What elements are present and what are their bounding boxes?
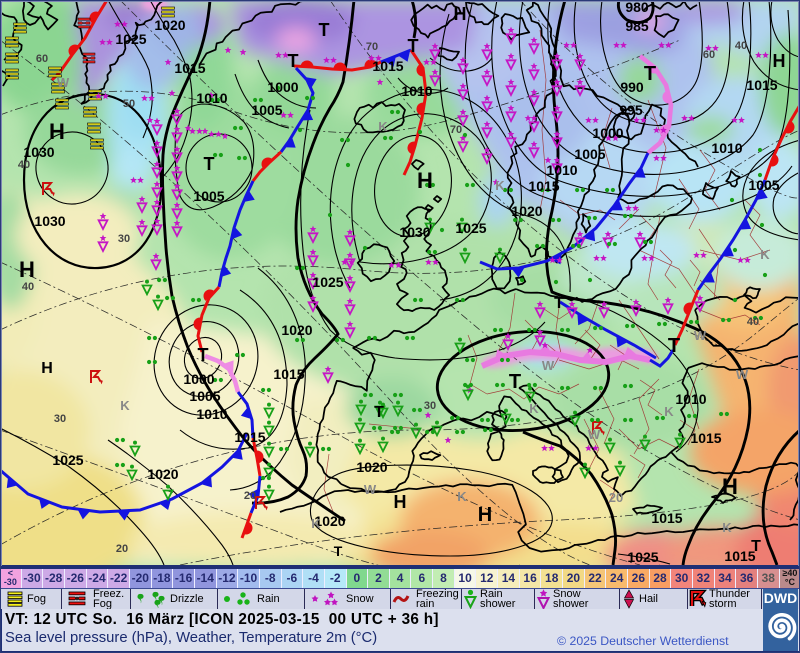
svg-text:30: 30 <box>118 233 130 245</box>
svg-text:W: W <box>588 427 601 442</box>
svg-text:1010: 1010 <box>196 90 227 106</box>
svg-text:1005: 1005 <box>748 177 779 193</box>
svg-text:T: T <box>644 63 656 85</box>
svg-text:1025: 1025 <box>455 220 486 236</box>
svg-text:K: K <box>495 178 505 193</box>
svg-text:1015: 1015 <box>372 58 403 74</box>
svg-text:1020: 1020 <box>314 513 345 529</box>
svg-text:1015: 1015 <box>690 430 721 446</box>
svg-text:1020: 1020 <box>356 459 387 475</box>
svg-text:T: T <box>668 335 680 357</box>
svg-text:T: T <box>751 538 761 555</box>
svg-text:30: 30 <box>54 413 66 425</box>
svg-text:1005: 1005 <box>251 102 282 118</box>
svg-text:T: T <box>288 51 299 71</box>
svg-text:985: 985 <box>625 18 649 34</box>
svg-text:H: H <box>394 492 407 512</box>
svg-text:20: 20 <box>116 543 128 555</box>
svg-text:K: K <box>311 516 321 531</box>
svg-text:W: W <box>364 482 377 497</box>
svg-text:20: 20 <box>244 490 256 502</box>
svg-text:1020: 1020 <box>511 203 542 219</box>
svg-text:H: H <box>19 257 35 282</box>
svg-text:990: 990 <box>620 79 644 95</box>
svg-text:30: 30 <box>424 400 436 412</box>
svg-text:1015: 1015 <box>528 178 559 194</box>
svg-text:50: 50 <box>123 98 135 110</box>
svg-text:1025: 1025 <box>52 452 83 468</box>
svg-text:40: 40 <box>18 159 30 171</box>
svg-text:60: 60 <box>703 49 715 61</box>
svg-text:K: K <box>120 398 130 413</box>
svg-text:H: H <box>417 168 433 193</box>
svg-text:T: T <box>198 345 209 365</box>
svg-text:T: T <box>374 404 384 421</box>
svg-text:1030: 1030 <box>399 224 430 240</box>
svg-text:1000: 1000 <box>267 79 298 95</box>
svg-text:40: 40 <box>747 316 759 328</box>
svg-text:1030: 1030 <box>23 144 54 160</box>
svg-text:1030: 1030 <box>34 213 65 229</box>
svg-text:K: K <box>722 520 732 535</box>
svg-text:1025: 1025 <box>312 274 343 290</box>
svg-text:1020: 1020 <box>154 17 185 33</box>
svg-text:H: H <box>454 4 467 24</box>
svg-text:1005: 1005 <box>189 388 220 404</box>
svg-text:60: 60 <box>36 53 48 65</box>
svg-text:K: K <box>529 401 539 416</box>
svg-text:K: K <box>664 404 674 419</box>
svg-text:1015: 1015 <box>724 548 755 564</box>
svg-text:40: 40 <box>735 40 747 52</box>
svg-text:H: H <box>773 51 786 71</box>
svg-text:20: 20 <box>609 490 623 505</box>
svg-text:T: T <box>334 543 343 559</box>
svg-text:W: W <box>736 367 749 382</box>
svg-text:H: H <box>49 119 65 144</box>
svg-text:1010: 1010 <box>196 406 227 422</box>
svg-text:K: K <box>457 489 467 504</box>
svg-text:1010: 1010 <box>675 391 706 407</box>
svg-text:W: W <box>694 328 707 343</box>
svg-text:T: T <box>554 295 564 312</box>
svg-text:1020: 1020 <box>147 466 178 482</box>
svg-text:40: 40 <box>22 281 34 293</box>
svg-text:T: T <box>204 154 215 174</box>
svg-text:1025: 1025 <box>627 549 658 565</box>
svg-text:1010: 1010 <box>711 140 742 156</box>
svg-text:W: W <box>542 358 555 373</box>
svg-text:1015: 1015 <box>746 77 777 93</box>
svg-text:1015: 1015 <box>174 60 205 76</box>
svg-text:1015: 1015 <box>234 429 265 445</box>
svg-text:1015: 1015 <box>273 366 304 382</box>
svg-text:K: K <box>760 247 770 262</box>
svg-text:W: W <box>57 75 70 90</box>
svg-text:H: H <box>722 474 738 499</box>
svg-text:T: T <box>408 36 419 56</box>
svg-text:980: 980 <box>625 0 649 15</box>
svg-text:1005: 1005 <box>574 146 605 162</box>
svg-text:995: 995 <box>619 102 643 118</box>
svg-text:1000: 1000 <box>183 371 214 387</box>
svg-text:H: H <box>41 360 53 377</box>
svg-text:1005: 1005 <box>193 188 224 204</box>
svg-text:70: 70 <box>366 41 378 53</box>
svg-text:1010: 1010 <box>401 83 432 99</box>
svg-text:T: T <box>509 371 521 393</box>
svg-text:1015: 1015 <box>651 510 682 526</box>
svg-text:1010: 1010 <box>546 162 577 178</box>
svg-text:T: T <box>319 20 330 40</box>
svg-text:1000: 1000 <box>592 125 623 141</box>
svg-text:1020: 1020 <box>281 322 312 338</box>
svg-text:70: 70 <box>450 124 462 136</box>
svg-text:1025: 1025 <box>115 31 146 47</box>
svg-text:H: H <box>478 504 492 526</box>
svg-text:K: K <box>378 119 388 134</box>
